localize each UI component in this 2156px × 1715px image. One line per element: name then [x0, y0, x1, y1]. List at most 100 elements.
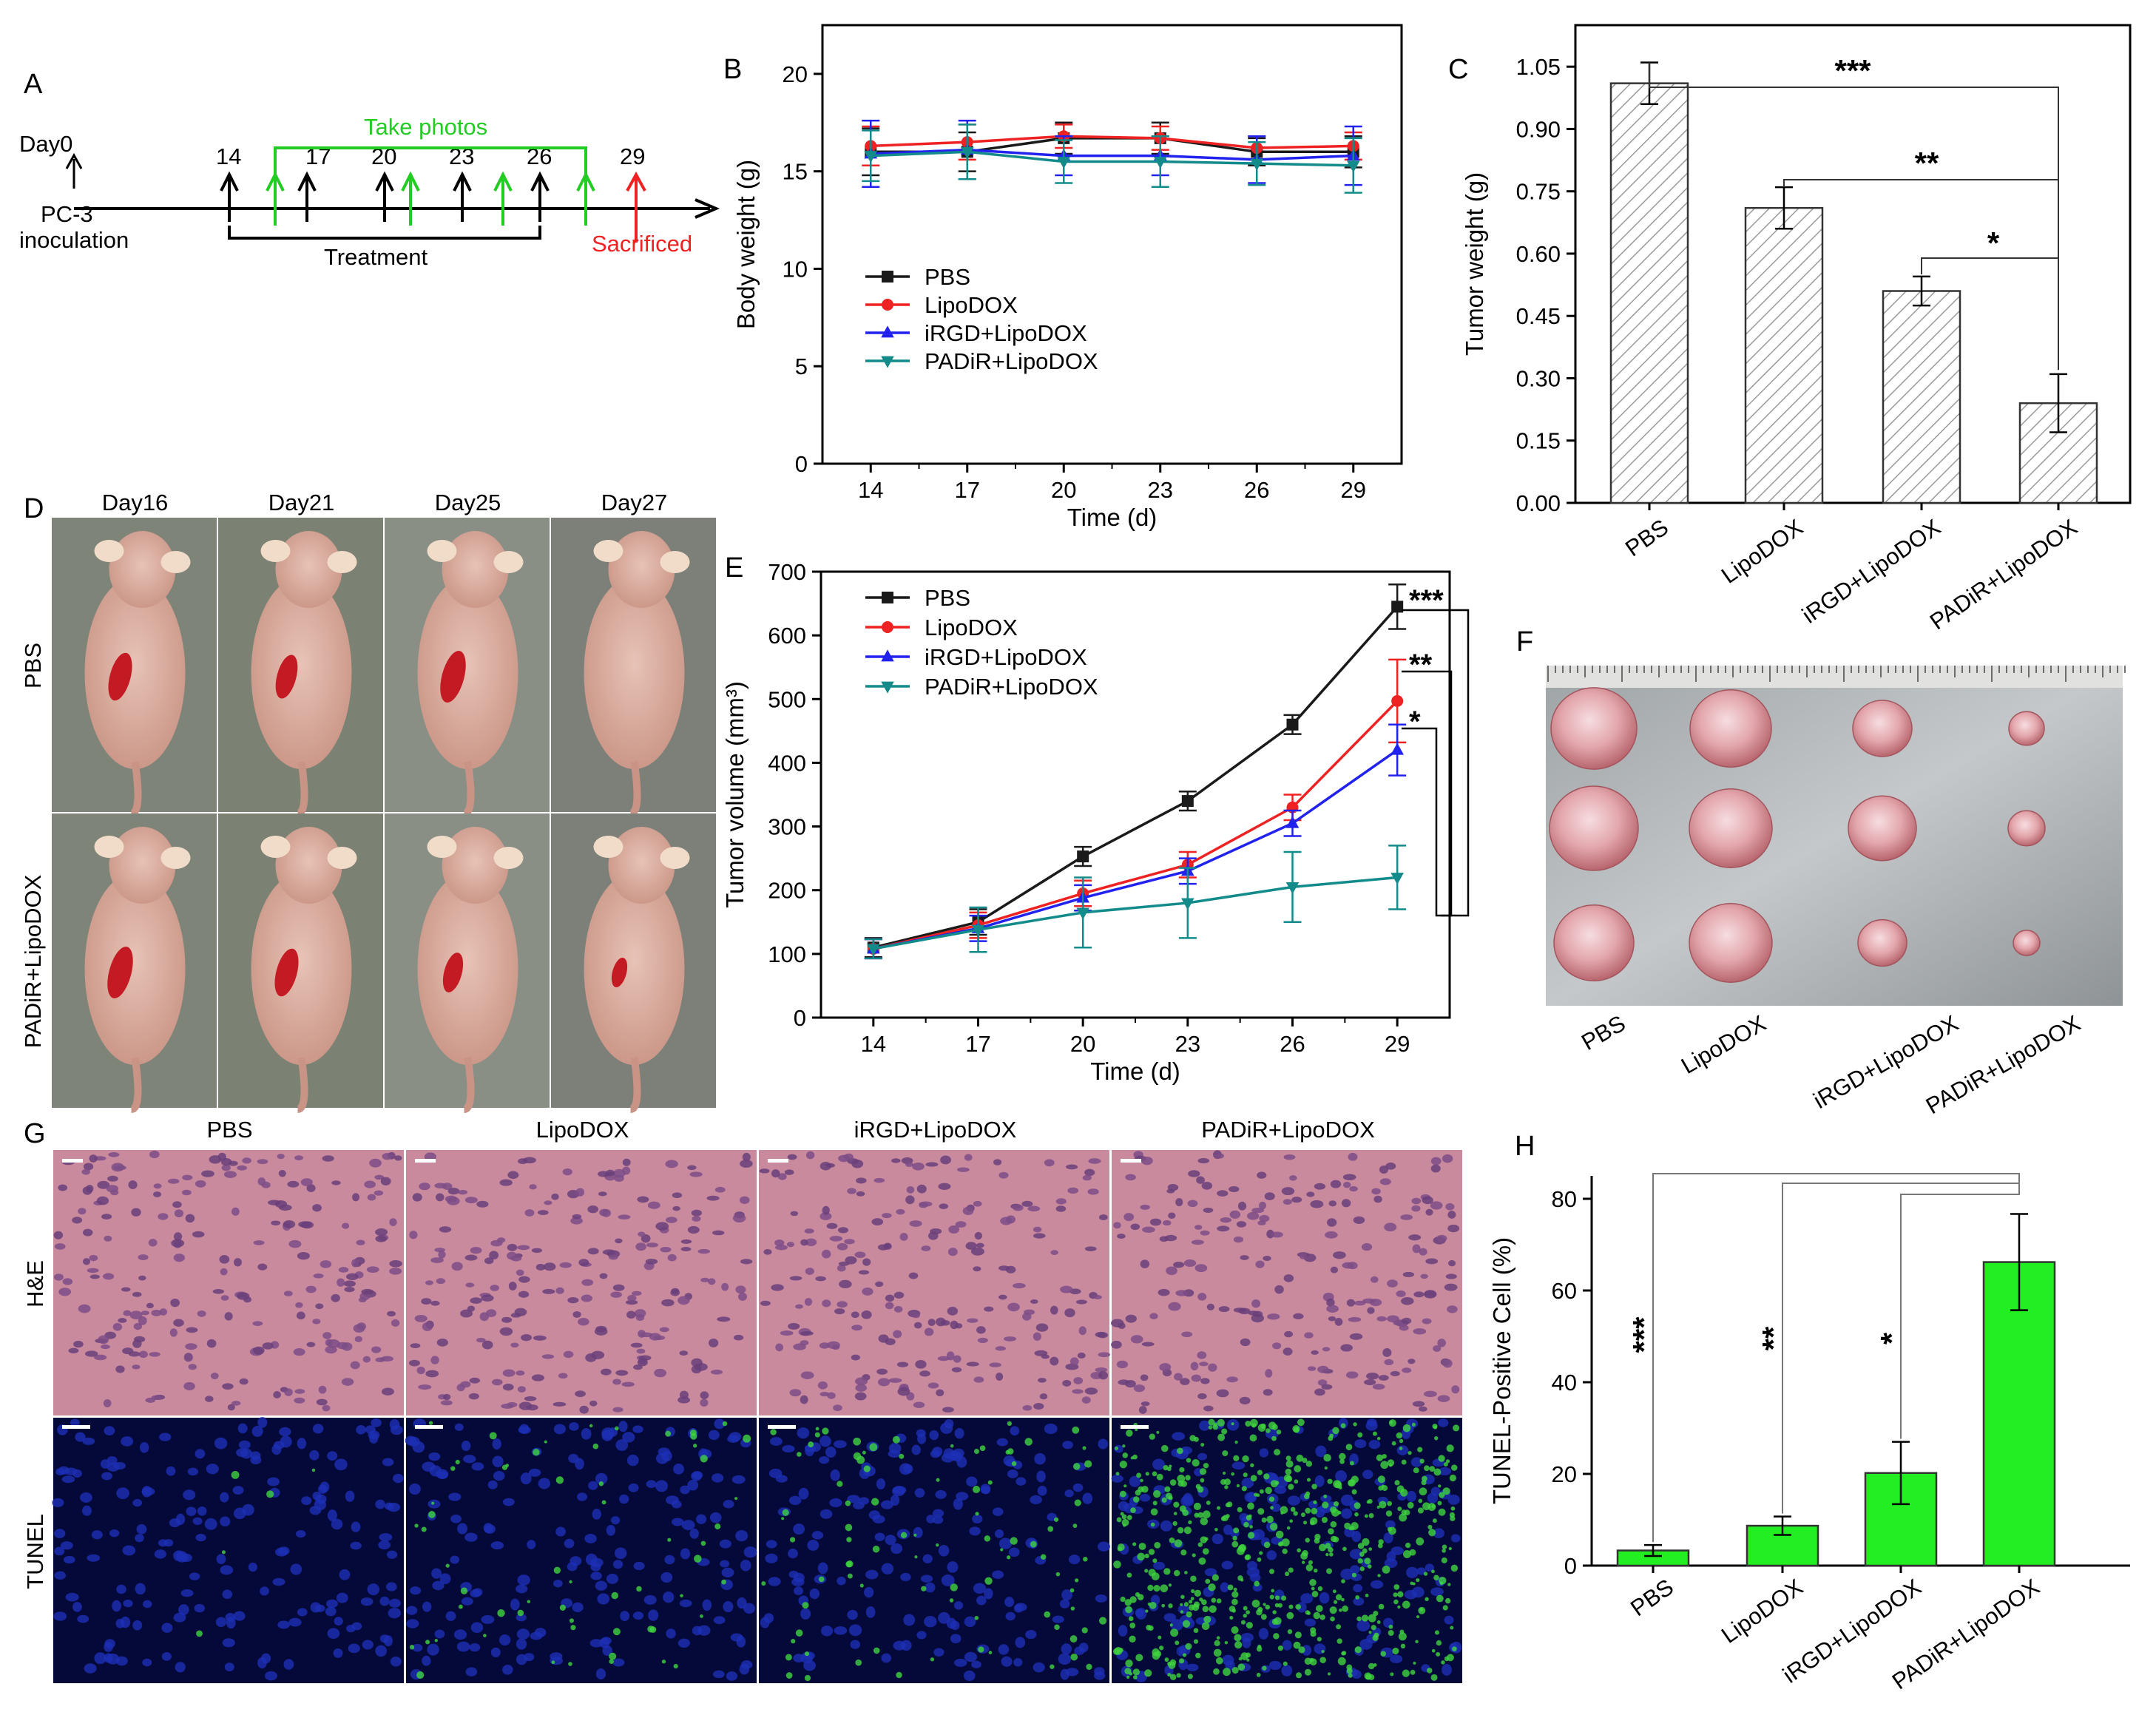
tunel-positive-signal [1354, 1502, 1361, 1509]
he-nucleus [737, 1292, 748, 1301]
tunel-nucleus [996, 1438, 1008, 1447]
tunel-positive-signal [1069, 1588, 1075, 1593]
tunel-positive-signal [1405, 1542, 1411, 1549]
tunel-positive-signal [1213, 1422, 1218, 1427]
plot-frame [1574, 24, 2132, 504]
tunel-nucleus [947, 1561, 959, 1573]
tunel-positive-signal [551, 1660, 555, 1665]
he-nucleus [804, 1228, 814, 1234]
he-nucleus [672, 1205, 680, 1211]
he-nucleus [367, 1194, 376, 1201]
tunel-positive-signal [221, 1550, 226, 1555]
tunel-nucleus [864, 1586, 874, 1598]
panel-letter-e: E [725, 552, 743, 583]
he-nucleus [562, 1168, 572, 1176]
mouse-ear [160, 551, 191, 573]
tunel-nucleus [765, 1553, 778, 1563]
tunel-positive-signal [1404, 1509, 1410, 1516]
he-nucleus [1125, 1174, 1136, 1181]
he-nucleus [1382, 1348, 1392, 1357]
he-nucleus [231, 1207, 240, 1216]
tunel-positive-signal [1371, 1625, 1376, 1631]
he-nucleus [691, 1209, 703, 1217]
tunel-nucleus [619, 1494, 629, 1504]
he-nucleus [709, 1338, 719, 1347]
tunel-positive-signal [1416, 1615, 1420, 1619]
tunel-nucleus [334, 1617, 343, 1626]
he-nucleus [387, 1310, 396, 1317]
tunel-positive-signal [1263, 1473, 1270, 1480]
tunel-positive-signal [1233, 1527, 1240, 1534]
significance-bracket [1921, 257, 2058, 275]
tunel-positive-signal [1357, 1543, 1365, 1549]
tunel-nucleus [175, 1662, 186, 1673]
he-nucleus [516, 1370, 525, 1376]
tunel-positive-signal [1144, 1569, 1149, 1573]
tunel-positive-signal [1447, 1583, 1451, 1586]
legend-label: PADiR+LipoDOX [925, 674, 1098, 700]
tunel-positive-signal [859, 1583, 864, 1588]
he-nucleus [389, 1268, 402, 1275]
tunel-nucleus [136, 1523, 147, 1535]
tunel-nucleus [914, 1488, 925, 1498]
he-nucleus [1411, 1197, 1422, 1205]
tunel-positive-signal [1247, 1502, 1254, 1510]
he-nucleus [636, 1348, 646, 1354]
he-nucleus [182, 1174, 193, 1181]
he-nucleus [939, 1203, 949, 1209]
tunel-positive-signal [1410, 1669, 1416, 1675]
tunel-positive-signal [1319, 1614, 1325, 1620]
he-nucleus [138, 1350, 148, 1359]
tunel-positive-signal [974, 1615, 979, 1620]
tunel-positive-signal [311, 1468, 316, 1472]
tunel-positive-signal [1288, 1484, 1294, 1490]
plot-frame [820, 570, 1451, 1019]
tunel-nucleus [161, 1652, 172, 1661]
tunel-positive-signal [1183, 1526, 1192, 1535]
tunel-positive-signal [1117, 1546, 1122, 1552]
tunel-positive-signal [1368, 1513, 1374, 1518]
tunel-positive-signal [1332, 1589, 1336, 1594]
tunel-positive-signal [1336, 1624, 1342, 1630]
tunel-positive-signal [1121, 1518, 1129, 1526]
he-nucleus [1408, 1234, 1422, 1241]
tunel-nucleus [250, 1451, 261, 1461]
tunel-nucleus [848, 1624, 862, 1637]
he-nucleus [1133, 1384, 1146, 1393]
he-nucleus [257, 1159, 268, 1165]
he-nucleus [1229, 1185, 1240, 1193]
tunel-nucleus [964, 1616, 976, 1628]
series-line [871, 148, 1354, 161]
x-tick-label: 14 [858, 477, 883, 503]
tunel-nucleus [368, 1430, 380, 1440]
tunel-positive-signal [1167, 1673, 1172, 1677]
he-nucleus [146, 1302, 154, 1309]
tumor-marking [274, 948, 299, 997]
tunel-nucleus [453, 1629, 467, 1640]
he-nucleus [1314, 1183, 1326, 1190]
tunel-nucleus [277, 1546, 290, 1555]
tunel-nucleus [470, 1622, 484, 1634]
tunel-positive-signal [914, 1555, 918, 1559]
he-nucleus [1088, 1158, 1101, 1164]
he-nucleus [325, 1339, 334, 1347]
tunel-nucleus [516, 1584, 528, 1594]
tunel-nucleus [1259, 1448, 1269, 1458]
tunel-positive-signal [1393, 1599, 1399, 1605]
he-nucleus [443, 1393, 451, 1401]
tunel-positive-signal [1378, 1603, 1385, 1610]
tunel-positive-signal [1179, 1467, 1185, 1473]
he-nucleus [1425, 1208, 1433, 1216]
tunel-nucleus [911, 1444, 921, 1455]
tunel-nucleus [788, 1549, 798, 1559]
he-nucleus [129, 1310, 143, 1320]
histology-row-label: H&E [22, 1260, 48, 1308]
significance-label: ** [1915, 146, 1939, 180]
inoculation-label-line1: PC-3 [41, 201, 93, 227]
he-nucleus [1199, 1361, 1209, 1367]
tunel-nucleus [664, 1555, 675, 1565]
data-point [1390, 873, 1404, 885]
tunel-positive-signal [1262, 1665, 1267, 1671]
tunel-nucleus [388, 1598, 401, 1608]
he-nucleus [1342, 1174, 1356, 1180]
